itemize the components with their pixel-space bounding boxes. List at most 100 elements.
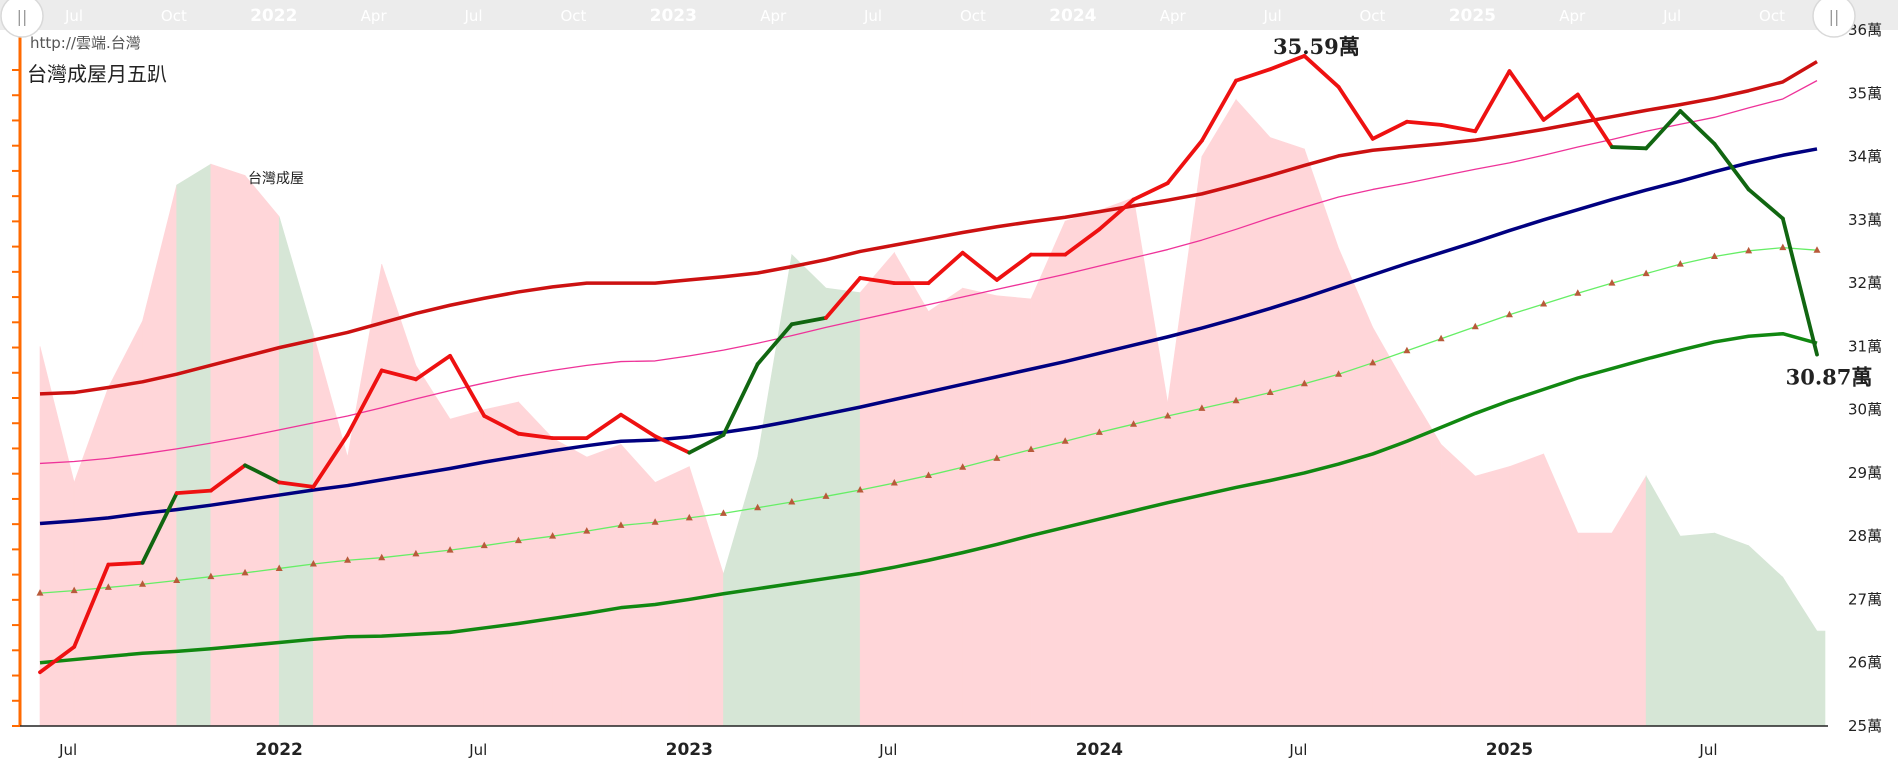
mid-lower-marker bbox=[651, 518, 659, 525]
mid-lower-marker bbox=[514, 536, 522, 544]
navigator-handle-right[interactable]: || bbox=[1812, 0, 1856, 38]
area-segment bbox=[1611, 474, 1647, 727]
price-segment bbox=[994, 252, 1033, 282]
price-segment bbox=[208, 463, 247, 493]
area-segment bbox=[1372, 326, 1408, 727]
area-segment bbox=[1474, 466, 1510, 727]
navigator-background[interactable] bbox=[0, 0, 1898, 30]
price-segment bbox=[1678, 109, 1717, 146]
navigator-label: Jul bbox=[1263, 7, 1282, 25]
lower-band-line bbox=[39, 331, 1818, 665]
mid-lower-marker bbox=[378, 553, 386, 561]
mid-lower-marker bbox=[1164, 411, 1172, 419]
mid-lower-marker bbox=[104, 583, 112, 590]
x-tick-label: Jul bbox=[1288, 741, 1307, 759]
price-segment bbox=[960, 250, 999, 282]
mid-lower-marker bbox=[309, 560, 317, 567]
x-tick-label: 2023 bbox=[666, 740, 713, 760]
price-segment bbox=[1063, 227, 1102, 257]
mid-lower-marker bbox=[617, 521, 625, 528]
price-segment bbox=[174, 488, 213, 496]
mid-lower-marker bbox=[685, 513, 693, 521]
upper-band-line bbox=[39, 60, 1818, 396]
price-segment bbox=[1405, 119, 1443, 127]
price-segment bbox=[755, 322, 794, 366]
area-segment bbox=[1714, 532, 1749, 727]
price-segment bbox=[1746, 187, 1785, 221]
price-segment bbox=[653, 434, 692, 455]
y-tick-label: 26萬 bbox=[1848, 654, 1882, 672]
mid-lower-marker bbox=[480, 541, 488, 549]
mid-lower-marker bbox=[446, 546, 454, 553]
price-annotation: 30.87萬 bbox=[1786, 365, 1873, 390]
price-segment bbox=[516, 431, 555, 441]
navigator-handle-left-icon[interactable]: || bbox=[17, 7, 28, 26]
area-segment bbox=[1680, 532, 1715, 727]
area-segment bbox=[1235, 98, 1271, 727]
navigator-handle-right-circle[interactable] bbox=[1812, 0, 1856, 38]
navigator-label: Jul bbox=[1662, 7, 1681, 25]
price-layer bbox=[38, 54, 1819, 675]
area-segment bbox=[928, 287, 963, 727]
area-segment bbox=[313, 333, 348, 727]
area-segment bbox=[415, 364, 451, 727]
area-segment bbox=[791, 253, 827, 727]
x-tick-label: 2025 bbox=[1486, 740, 1533, 760]
y-tick-label: 31萬 bbox=[1848, 337, 1882, 355]
price-segment bbox=[1370, 119, 1409, 141]
price-segment bbox=[1131, 181, 1170, 202]
area-segment bbox=[1030, 220, 1066, 727]
price-segment bbox=[789, 315, 828, 327]
mid-lower-marker bbox=[173, 576, 181, 583]
y-tick-label: 34萬 bbox=[1848, 148, 1882, 166]
series-label: 台灣成屋 bbox=[248, 171, 304, 187]
price-segment bbox=[1336, 85, 1375, 141]
price-segment bbox=[1644, 109, 1683, 151]
x-tick-label: 2024 bbox=[1076, 740, 1123, 760]
mid-lower-marker bbox=[1745, 246, 1753, 254]
navigator-label: 2023 bbox=[650, 6, 697, 26]
price-segment bbox=[1507, 69, 1546, 122]
y-tick-label: 36萬 bbox=[1848, 21, 1882, 39]
mid-lower-marker bbox=[1130, 420, 1138, 427]
price-segment bbox=[1439, 123, 1478, 134]
mid-lower-marker bbox=[70, 586, 78, 594]
mid-lower-marker bbox=[36, 589, 44, 596]
price-segment bbox=[414, 353, 452, 382]
area-segment bbox=[483, 401, 519, 727]
mid-lower-marker bbox=[1471, 322, 1479, 330]
navigator-label: Oct bbox=[1759, 7, 1785, 25]
price-segment bbox=[311, 433, 350, 489]
navigator-label: Jul bbox=[463, 7, 482, 25]
navigator[interactable]: Jul Oct 2022 Apr Jul Oct 2023 Apr Jul Oct 2024 Apr J… bbox=[0, 0, 1898, 30]
navigator-handle-left-circle[interactable] bbox=[0, 0, 44, 38]
mid-lower-marker bbox=[1061, 437, 1069, 444]
mid-lower-marker bbox=[856, 485, 864, 493]
mid-lower-marker bbox=[1095, 428, 1103, 435]
navigator-handle-left[interactable]: || bbox=[0, 0, 44, 38]
y-tick-label: 25萬 bbox=[1848, 717, 1882, 735]
x-tick-label: Jul bbox=[468, 741, 487, 759]
navigator-handle-right-icon[interactable]: || bbox=[1829, 7, 1840, 26]
y-tick-label: 30萬 bbox=[1848, 401, 1882, 419]
area-segment bbox=[1748, 544, 1784, 727]
y-tick-label: 28萬 bbox=[1848, 527, 1882, 545]
mid-lower-marker bbox=[1676, 260, 1684, 267]
price-segment bbox=[38, 645, 77, 675]
area-segment bbox=[1577, 532, 1613, 727]
price-segment bbox=[1165, 138, 1204, 186]
navigator-label: Apr bbox=[361, 7, 388, 25]
navigator-label: 2025 bbox=[1449, 6, 1496, 26]
price-segment bbox=[1780, 216, 1819, 357]
mid-lower-marker bbox=[1300, 379, 1308, 387]
price-segment bbox=[1610, 145, 1649, 151]
area-segment bbox=[1099, 197, 1134, 727]
area-segment bbox=[757, 254, 793, 727]
mid-lower-marker bbox=[925, 471, 932, 478]
source-url[interactable]: http://雲端.台灣 bbox=[30, 34, 141, 52]
price-segment bbox=[1302, 54, 1341, 89]
price-segment bbox=[277, 480, 316, 489]
mid-lower-marker bbox=[822, 492, 830, 499]
y-tick-label: 32萬 bbox=[1848, 274, 1882, 292]
